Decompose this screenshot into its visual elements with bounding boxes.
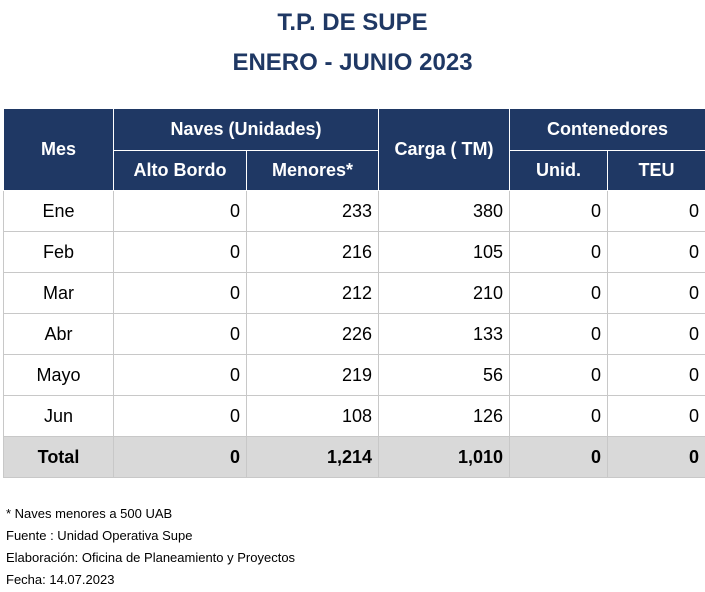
cell-unid: 0 [509, 395, 608, 437]
table-row: Feb 0 216 105 0 0 [3, 231, 705, 273]
cell-teu: 0 [607, 272, 705, 314]
cell-total-unid: 0 [509, 436, 608, 478]
cell-alto-bordo: 0 [113, 354, 247, 396]
table-row: Mayo 0 219 56 0 0 [3, 354, 705, 396]
footnotes: * Naves menores a 500 UAB Fuente : Unida… [6, 503, 295, 591]
table-header-row: Mes Naves (Unidades) Carga ( TM) Contene… [3, 108, 705, 191]
cell-unid: 0 [509, 190, 608, 232]
col-header-unid: Unid. [509, 150, 608, 191]
col-header-alto-bordo: Alto Bordo [113, 150, 247, 191]
cell-unid: 0 [509, 313, 608, 355]
cell-alto-bordo: 0 [113, 313, 247, 355]
cell-total-label: Total [3, 436, 114, 478]
cell-mes: Ene [3, 190, 114, 232]
cell-total-teu: 0 [607, 436, 705, 478]
cell-alto-bordo: 0 [113, 272, 247, 314]
col-header-carga: Carga ( TM) [378, 108, 510, 191]
cell-carga: 133 [378, 313, 510, 355]
col-header-contenedores: Contenedores [509, 108, 705, 151]
cell-menores: 216 [246, 231, 379, 273]
table-row: Abr 0 226 133 0 0 [3, 313, 705, 355]
cell-menores: 212 [246, 272, 379, 314]
footnote-naves-menores: * Naves menores a 500 UAB [6, 506, 173, 521]
cell-teu: 0 [607, 190, 705, 232]
cell-unid: 0 [509, 231, 608, 273]
cell-mes: Abr [3, 313, 114, 355]
table-subheader-row: Alto Bordo Menores* Unid. TEU [4, 150, 705, 191]
footnote-fuente: Fuente : Unidad Operativa Supe [6, 528, 193, 543]
cell-teu: 0 [607, 354, 705, 396]
footnote-elaboracion: Elaboración: Oficina de Planeamiento y P… [6, 550, 296, 565]
cell-mes: Mayo [3, 354, 114, 396]
cell-carga: 126 [378, 395, 510, 437]
cell-unid: 0 [509, 272, 608, 314]
cell-total-alto-bordo: 0 [113, 436, 247, 478]
cell-menores: 219 [246, 354, 379, 396]
col-header-naves: Naves (Unidades) [113, 108, 379, 151]
cell-carga: 105 [378, 231, 510, 273]
cell-total-menores: 1,214 [246, 436, 379, 478]
page-title: T.P. DE SUPE [277, 9, 428, 36]
port-statistics-table: Mes Naves (Unidades) Carga ( TM) Contene… [3, 108, 705, 478]
col-header-mes: Mes [3, 108, 114, 191]
col-header-menores: Menores* [246, 150, 379, 191]
cell-total-carga: 1,010 [378, 436, 510, 478]
cell-menores: 233 [246, 190, 379, 232]
cell-mes: Feb [3, 231, 114, 273]
cell-unid: 0 [509, 354, 608, 396]
cell-alto-bordo: 0 [113, 190, 247, 232]
cell-teu: 0 [607, 231, 705, 273]
table-row: Ene 0 233 380 0 0 [3, 190, 705, 232]
cell-mes: Jun [3, 395, 114, 437]
cell-menores: 226 [246, 313, 379, 355]
cell-teu: 0 [607, 313, 705, 355]
footnote-fecha: Fecha: 14.07.2023 [6, 572, 115, 587]
table-row: Jun 0 108 126 0 0 [3, 395, 705, 437]
cell-menores: 108 [246, 395, 379, 437]
cell-mes: Mar [3, 272, 114, 314]
cell-carga: 380 [378, 190, 510, 232]
table-row: Mar 0 212 210 0 0 [3, 272, 705, 314]
cell-carga: 210 [378, 272, 510, 314]
cell-alto-bordo: 0 [113, 395, 247, 437]
cell-teu: 0 [607, 395, 705, 437]
cell-alto-bordo: 0 [113, 231, 247, 273]
col-header-teu: TEU [607, 150, 705, 191]
page-subtitle: ENERO - JUNIO 2023 [232, 49, 473, 76]
table-total-row: Total 0 1,214 1,010 0 0 [3, 436, 705, 478]
cell-carga: 56 [378, 354, 510, 396]
